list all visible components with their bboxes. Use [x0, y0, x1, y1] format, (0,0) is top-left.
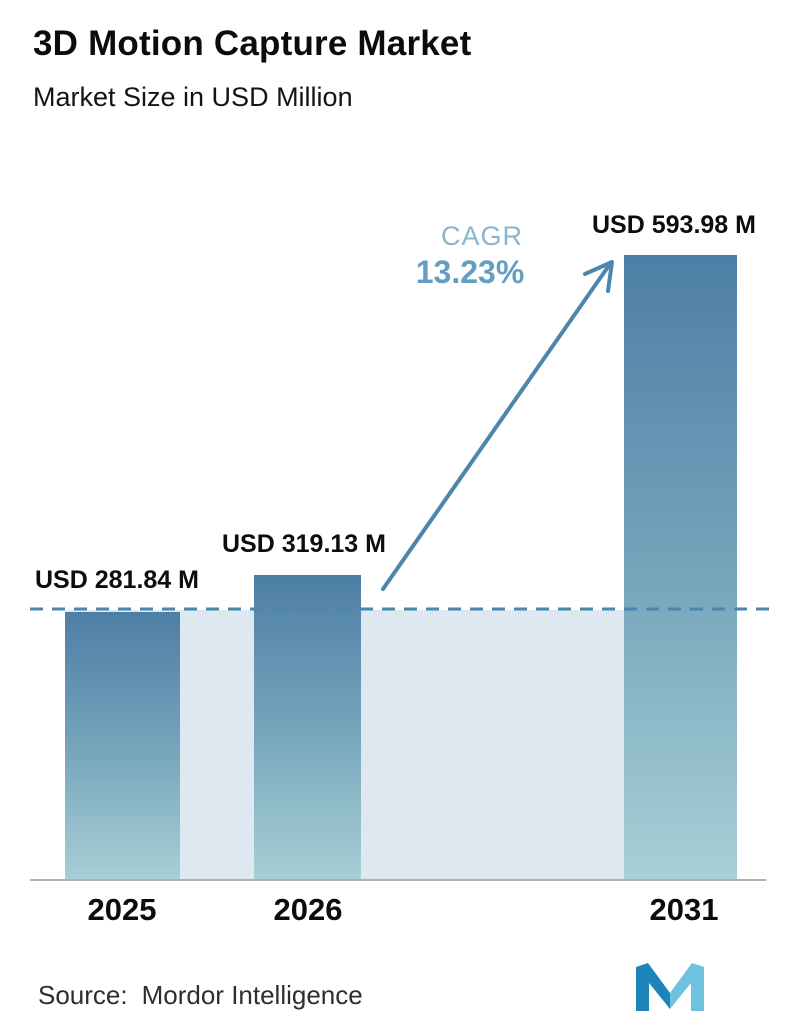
bar-2025 [65, 612, 180, 880]
value-label-2026: USD 319.13 M [222, 530, 386, 558]
chart-subtitle: Market Size in USD Million [33, 82, 353, 112]
value-label-2025: USD 281.84 M [35, 566, 199, 594]
chart-title: 3D Motion Capture Market [33, 24, 472, 63]
bar-2026 [254, 575, 361, 880]
cagr-arrow-head [583, 260, 614, 293]
cagr-value: 13.23% [415, 254, 525, 290]
source-label: Source: [38, 980, 128, 1010]
x-tick-2025: 2025 [87, 892, 157, 927]
source-value: Mordor Intelligence [141, 980, 363, 1010]
mordor-intelligence-logo [636, 963, 704, 1011]
cagr-arrow-line [381, 262, 612, 591]
x-tick-2026: 2026 [273, 892, 343, 927]
cagr-label: CAGR [440, 221, 524, 251]
bar-2031 [624, 255, 737, 880]
source-line: Source: Mordor Intelligence [38, 980, 363, 1011]
value-label-2031: USD 593.98 M [592, 211, 756, 239]
x-tick-2031: 2031 [649, 892, 719, 927]
x-axis-line [30, 879, 766, 881]
